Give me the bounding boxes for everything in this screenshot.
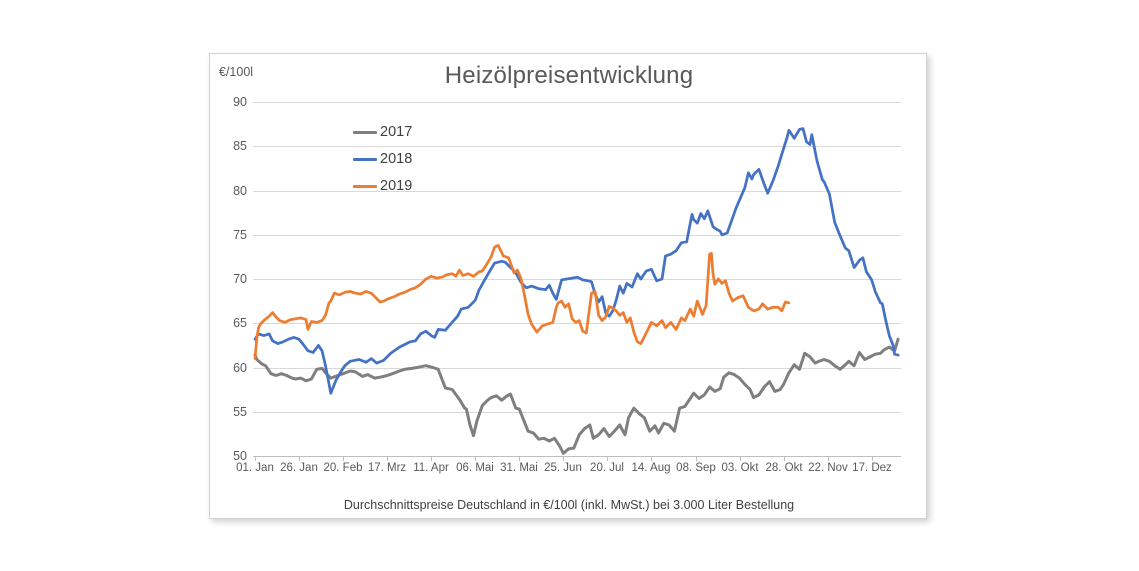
gridline bbox=[253, 412, 901, 413]
y-axis-unit-label: €/100l bbox=[219, 65, 254, 79]
x-axis-tick-label: 28. Okt bbox=[765, 462, 803, 474]
line-series-plot bbox=[253, 127, 900, 455]
x-axis-tick-mark bbox=[255, 456, 256, 461]
x-axis-tick-label: 03. Okt bbox=[721, 462, 759, 474]
legend-swatch-2019 bbox=[353, 184, 377, 188]
x-axis-tick-mark bbox=[563, 456, 564, 461]
series-line-2017 bbox=[253, 337, 900, 455]
x-axis-tick-mark bbox=[475, 456, 476, 461]
gridline bbox=[253, 102, 901, 103]
x-axis-tick-mark bbox=[431, 456, 432, 461]
legend-swatch-2017 bbox=[353, 130, 377, 134]
x-axis-tick-mark bbox=[343, 456, 344, 461]
legend-label: 2018 bbox=[380, 151, 413, 167]
x-axis-tick-label: 22. Nov bbox=[808, 462, 848, 474]
legend-item-2019: 2019 bbox=[353, 176, 412, 196]
y-axis-tick-label: 70 bbox=[233, 272, 247, 286]
x-axis-tick-mark bbox=[872, 456, 873, 461]
legend-item-2017: 2017 bbox=[353, 122, 412, 142]
x-axis-tick-label: 01. Jan bbox=[236, 462, 274, 474]
x-axis-tick-mark bbox=[740, 456, 741, 461]
series-line-2019 bbox=[253, 244, 791, 360]
x-axis-line bbox=[253, 456, 901, 457]
x-axis-tick-label: 31. Mai bbox=[500, 462, 538, 474]
y-axis-tick-label: 90 bbox=[233, 95, 247, 109]
x-axis-tick-mark bbox=[651, 456, 652, 461]
y-axis-tick-label: 85 bbox=[233, 139, 247, 153]
x-axis-tick-mark bbox=[828, 456, 829, 461]
x-axis-tick-mark bbox=[387, 456, 388, 461]
x-axis-tick-label: 11. Apr bbox=[413, 462, 449, 474]
gridline bbox=[253, 235, 901, 236]
gridline bbox=[253, 368, 901, 369]
legend: 2017 2018 2019 bbox=[353, 122, 412, 203]
chart-title: Heizölpreisentwicklung bbox=[444, 62, 694, 89]
legend-swatch-2018 bbox=[353, 157, 377, 161]
x-axis-tick-label: 20. Jul bbox=[590, 462, 624, 474]
legend-item-2018: 2018 bbox=[353, 149, 412, 169]
x-axis-tick-mark bbox=[519, 456, 520, 461]
y-axis-tick-label: 50 bbox=[233, 449, 247, 463]
gridline bbox=[253, 191, 901, 192]
chart-card: €/100l Heizölpreisentwicklung 50 55 60 65 70… bbox=[209, 53, 927, 519]
gridline bbox=[253, 146, 901, 147]
series-line-2018 bbox=[253, 127, 900, 395]
x-axis-tick-label: 26. Jan bbox=[280, 462, 318, 474]
x-axis-tick-label: 06. Mai bbox=[456, 462, 494, 474]
x-axis-tick-label: 17. Mrz bbox=[367, 462, 407, 474]
y-axis-tick-label: 65 bbox=[233, 316, 247, 330]
x-axis-tick-mark bbox=[784, 456, 785, 461]
y-axis-tick-label: 60 bbox=[233, 361, 247, 375]
gridline bbox=[253, 279, 901, 280]
x-axis-tick-label: 20. Feb bbox=[323, 462, 363, 474]
x-axis-tick-mark bbox=[299, 456, 300, 461]
x-axis-tick-mark bbox=[607, 456, 608, 461]
y-axis-tick-label: 75 bbox=[233, 228, 247, 242]
x-axis-tick-label: 17. Dez bbox=[852, 462, 892, 474]
gridline bbox=[253, 323, 901, 324]
x-axis-tick-mark bbox=[696, 456, 697, 461]
y-axis-tick-label: 55 bbox=[233, 405, 247, 419]
chart-caption: Durchschnittspreise Deutschland in €/100… bbox=[343, 498, 795, 512]
x-axis-tick-label: 14. Aug bbox=[631, 462, 671, 474]
x-axis-tick-label: 25. Jun bbox=[544, 462, 582, 474]
x-axis-tick-label: 08. Sep bbox=[676, 462, 716, 474]
legend-label: 2019 bbox=[380, 178, 413, 194]
legend-label: 2017 bbox=[380, 124, 413, 140]
y-axis-tick-label: 80 bbox=[233, 184, 247, 198]
